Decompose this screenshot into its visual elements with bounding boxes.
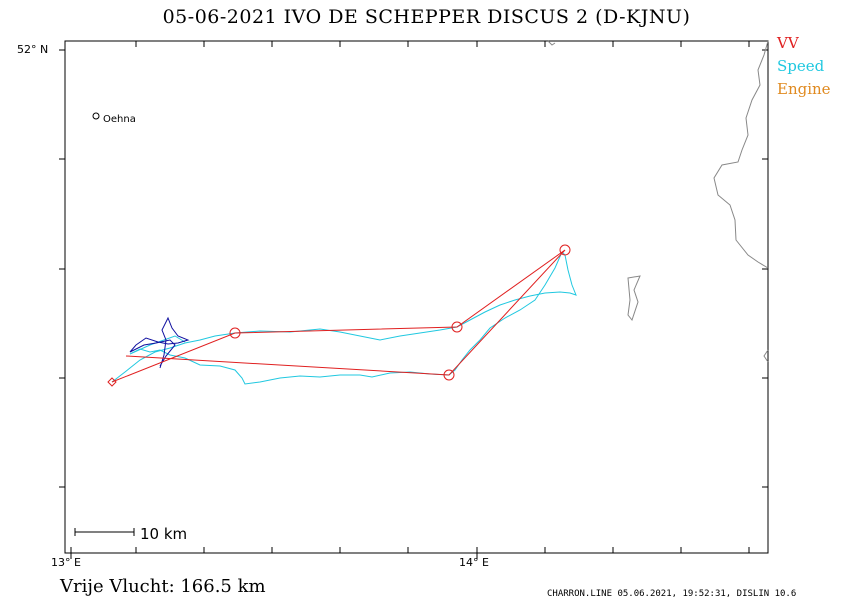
place-marker xyxy=(92,112,100,120)
map-title: 05-06-2021 IVO DE SCHEPPER DISCUS 2 (D-K… xyxy=(162,6,691,28)
scale-bar xyxy=(74,528,135,536)
credit-label: CHARRON.LINE 05.06.2021, 19:52:31, DISLI… xyxy=(547,589,797,599)
border-line-se xyxy=(763,349,769,363)
scale-label: 10 km xyxy=(140,525,188,543)
border-line-east xyxy=(713,40,769,269)
lon-label-13: 13° E xyxy=(51,556,81,569)
lon-label-14: 14° E xyxy=(459,556,489,569)
legend-engine: Engine xyxy=(777,80,831,98)
turnpoint-2 xyxy=(451,321,463,333)
turnpoint-4 xyxy=(443,369,455,381)
lon-ticks xyxy=(70,41,750,559)
map-frame xyxy=(64,40,769,554)
turnpoint-3 xyxy=(559,244,571,256)
distance-label: Vrije Vlucht: 166.5 km xyxy=(60,576,266,597)
start-marker xyxy=(107,377,117,387)
start-track xyxy=(129,316,190,369)
task-route xyxy=(111,249,566,383)
legend-vv: VV xyxy=(777,34,799,52)
turnpoints xyxy=(229,244,571,381)
place-label: Oehna xyxy=(103,114,136,125)
turnpoint-1 xyxy=(229,327,241,339)
lat-label: 52° N xyxy=(17,43,49,56)
lat-ticks xyxy=(59,49,768,488)
legend-speed: Speed xyxy=(777,57,825,75)
border-line-north xyxy=(547,40,556,46)
flight-track xyxy=(111,251,577,385)
border-lake xyxy=(627,275,641,322)
